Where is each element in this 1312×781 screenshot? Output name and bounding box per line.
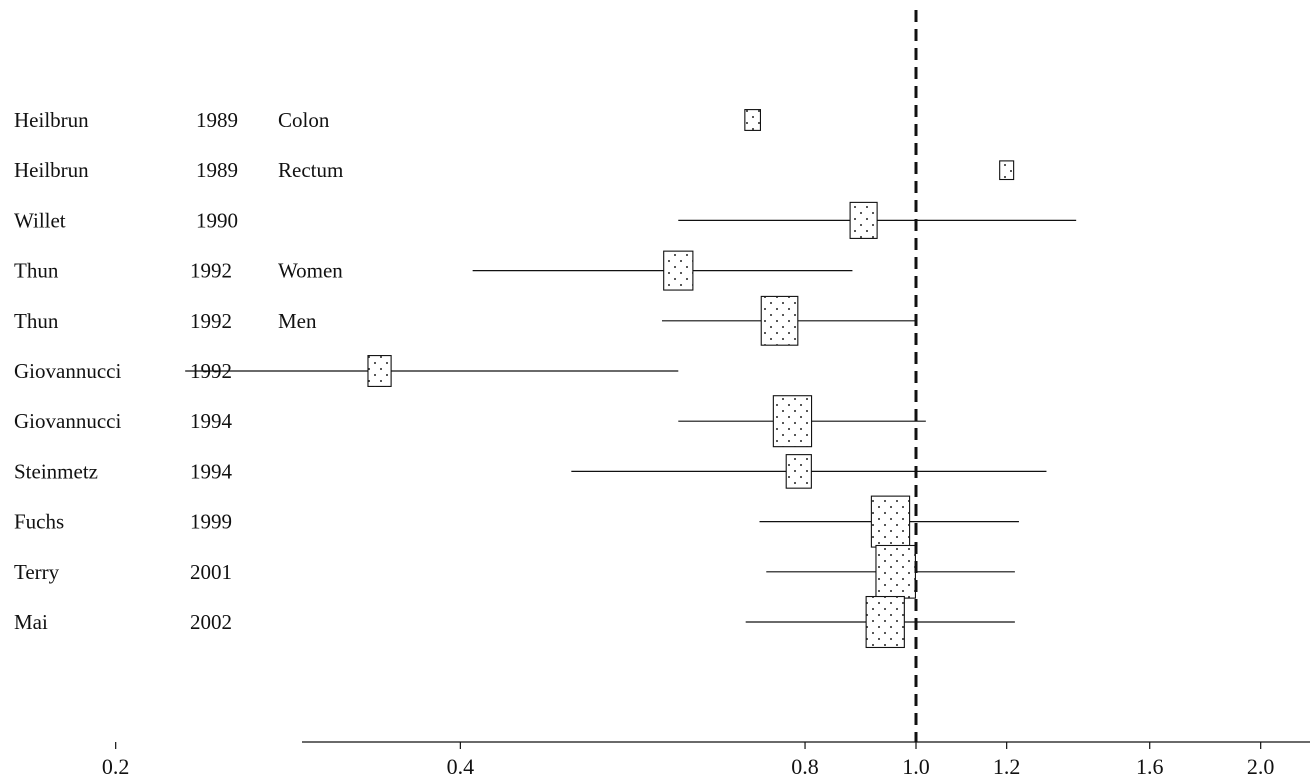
point-estimate-pattern bbox=[866, 596, 905, 648]
study-author: Heilbrun bbox=[14, 158, 89, 182]
study-year: 1999 bbox=[190, 510, 232, 534]
study-row: Heilbrun 1989 Rectum bbox=[14, 158, 1015, 182]
study-row: Thun 1992 Men bbox=[14, 295, 916, 346]
study-author: Giovannucci bbox=[14, 409, 121, 433]
point-estimate-pattern bbox=[786, 454, 812, 489]
study-year: 1992 bbox=[190, 259, 232, 283]
x-tick-label: 1.2 bbox=[993, 754, 1021, 779]
point-estimate-pattern bbox=[367, 355, 392, 387]
study-subgroup: Rectum bbox=[278, 158, 343, 182]
study-author: Steinmetz bbox=[14, 459, 98, 483]
study-year: 1994 bbox=[190, 409, 233, 433]
study-year: 1994 bbox=[190, 459, 233, 483]
study-row: Thun 1992 Women bbox=[14, 250, 853, 291]
study-subgroup: Colon bbox=[278, 108, 330, 132]
study-year: 1992 bbox=[190, 309, 232, 333]
point-estimate-pattern bbox=[999, 160, 1014, 180]
study-author: Terry bbox=[14, 560, 60, 584]
study-row: Giovannucci 1994 bbox=[14, 395, 926, 448]
study-year: 1989 bbox=[196, 158, 238, 182]
study-row: Willet 1990 bbox=[14, 201, 1077, 239]
study-author: Mai bbox=[14, 610, 48, 634]
point-estimate-pattern bbox=[773, 395, 812, 447]
study-author: Thun bbox=[14, 309, 59, 333]
point-estimate-pattern bbox=[850, 202, 878, 239]
point-estimate-pattern bbox=[744, 109, 761, 131]
study-author: Willet bbox=[14, 208, 66, 232]
point-estimate-pattern bbox=[875, 545, 916, 599]
point-estimate-pattern bbox=[761, 296, 798, 346]
x-tick-label: 1.6 bbox=[1136, 754, 1164, 779]
study-year: 1989 bbox=[196, 108, 238, 132]
study-year: 2002 bbox=[190, 610, 232, 634]
study-row: Mai 2002 bbox=[14, 595, 1015, 649]
study-subgroup: Men bbox=[278, 309, 317, 333]
x-tick-label: 0.8 bbox=[791, 754, 819, 779]
point-estimate-pattern bbox=[871, 496, 910, 548]
study-author: Heilbrun bbox=[14, 108, 89, 132]
x-tick-label: 0.2 bbox=[102, 754, 130, 779]
study-author: Fuchs bbox=[14, 510, 64, 534]
x-tick-label: 1.0 bbox=[902, 754, 930, 779]
x-axis: 0.2 0.4 0.8 1.0 1.2 1.6 2.0 bbox=[102, 741, 1310, 779]
study-year: 1990 bbox=[196, 208, 238, 232]
study-subgroup: Women bbox=[278, 259, 343, 283]
x-tick-label: 2.0 bbox=[1247, 754, 1275, 779]
point-estimate-pattern bbox=[663, 251, 693, 291]
study-row: Terry 2001 bbox=[14, 544, 1015, 599]
study-row: Giovannucci 1992 bbox=[14, 355, 679, 387]
study-row: Fuchs 1999 bbox=[14, 495, 1019, 548]
study-author: Thun bbox=[14, 259, 59, 283]
x-tick-label: 0.4 bbox=[447, 754, 475, 779]
study-rows: Heilbrun 1989 Colon Heilbrun 1989 Rectum Wille… bbox=[14, 108, 1077, 649]
study-row: Steinmetz 1994 bbox=[14, 454, 1047, 489]
study-row: Heilbrun 1989 Colon bbox=[14, 108, 761, 132]
study-author: Giovannucci bbox=[14, 359, 121, 383]
study-year: 2001 bbox=[190, 560, 232, 584]
